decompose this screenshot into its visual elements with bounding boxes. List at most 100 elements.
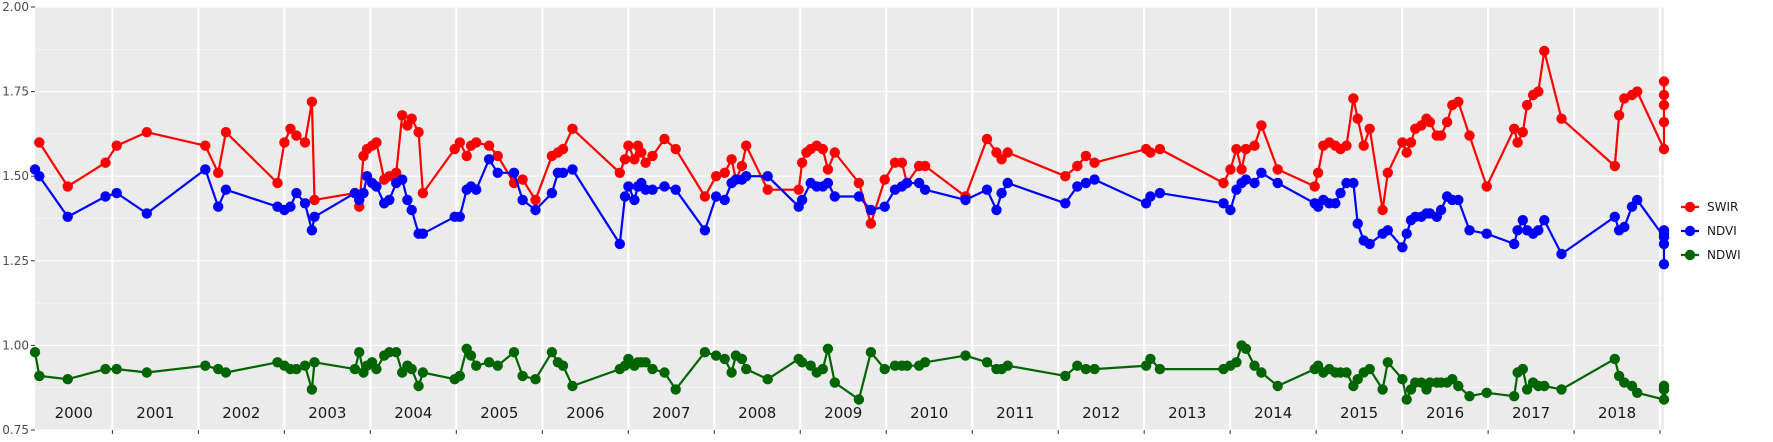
data-point (623, 140, 634, 151)
data-point (1240, 174, 1252, 185)
data-point (291, 130, 302, 141)
data-point (719, 194, 730, 206)
data-point (1341, 140, 1352, 151)
data-point (417, 187, 429, 199)
data-point (822, 164, 834, 175)
data-point (454, 211, 465, 222)
data-point (865, 347, 877, 358)
data-point (306, 96, 318, 108)
data-point (309, 194, 320, 206)
data-point (1481, 228, 1492, 239)
data-point (508, 167, 520, 178)
year-label: 2012 (1082, 404, 1120, 422)
year-label: 2005 (480, 404, 518, 422)
data-point (111, 140, 122, 151)
data-point (306, 384, 318, 395)
data-point (1533, 225, 1544, 236)
data-point (397, 110, 408, 121)
data-point (1256, 167, 1267, 178)
data-point (879, 201, 890, 212)
legend-point (1684, 225, 1696, 237)
data-point (1231, 143, 1242, 155)
data-point (865, 218, 877, 229)
data-point (299, 137, 311, 148)
data-point (796, 157, 808, 168)
data-point (1401, 394, 1412, 405)
data-point (349, 363, 361, 375)
data-point (1453, 96, 1464, 108)
data-point (492, 360, 503, 371)
data-point (1145, 191, 1156, 202)
year-label: 2008 (738, 404, 776, 422)
data-point (272, 177, 283, 189)
data-point (896, 157, 908, 168)
data-point (1330, 198, 1341, 209)
year-label: 2007 (652, 404, 690, 422)
data-point (1481, 387, 1492, 398)
data-point (1154, 143, 1166, 155)
data-point (623, 353, 634, 365)
data-point (1453, 194, 1464, 206)
y-tick-label: 1.50 (2, 169, 29, 183)
data-point (762, 374, 773, 385)
data-point (981, 184, 993, 195)
y-tick-label: 0.75 (2, 423, 29, 437)
data-point (291, 363, 302, 375)
data-point (1481, 181, 1492, 192)
data-point (309, 211, 320, 222)
data-point (391, 167, 402, 178)
data-point (1377, 384, 1388, 395)
data-point (1658, 225, 1670, 236)
data-point (1145, 147, 1156, 158)
data-point (901, 177, 913, 189)
data-point (793, 184, 804, 195)
data-point (358, 187, 369, 199)
data-point (919, 184, 931, 195)
data-point (981, 357, 993, 368)
data-point (1236, 164, 1247, 175)
data-point (1231, 357, 1242, 368)
data-point (629, 194, 640, 206)
data-point (1341, 367, 1352, 378)
data-point (1348, 177, 1359, 189)
data-point (659, 367, 670, 378)
data-point (853, 191, 865, 202)
data-point (640, 157, 651, 168)
data-point (817, 143, 828, 155)
data-point (805, 360, 816, 371)
data-point (1658, 380, 1670, 392)
data-point (413, 380, 424, 392)
data-point (1225, 204, 1236, 216)
data-point (29, 347, 41, 358)
legend-point (1684, 249, 1696, 261)
data-point (471, 360, 482, 371)
data-point (567, 380, 578, 392)
data-point (1145, 353, 1156, 365)
data-point (1405, 137, 1417, 148)
year-label: 2018 (1598, 404, 1636, 422)
data-point (200, 164, 211, 175)
year-label: 2013 (1168, 404, 1206, 422)
data-point (822, 343, 834, 354)
data-point (1240, 343, 1252, 354)
data-point (1382, 167, 1394, 178)
data-point (1509, 123, 1520, 134)
data-point (454, 370, 465, 382)
data-point (1424, 116, 1436, 128)
data-point (406, 204, 417, 216)
data-point (1256, 120, 1267, 131)
data-point (619, 191, 631, 202)
data-point (100, 191, 111, 202)
data-point (741, 363, 752, 375)
data-point (471, 184, 482, 195)
data-point (567, 164, 578, 175)
data-point (1225, 164, 1236, 175)
data-point (901, 360, 913, 371)
data-point (213, 167, 224, 178)
data-point (960, 350, 971, 361)
data-point (736, 160, 748, 172)
data-point (614, 167, 625, 178)
data-point (1060, 370, 1071, 382)
data-point (1089, 157, 1100, 168)
